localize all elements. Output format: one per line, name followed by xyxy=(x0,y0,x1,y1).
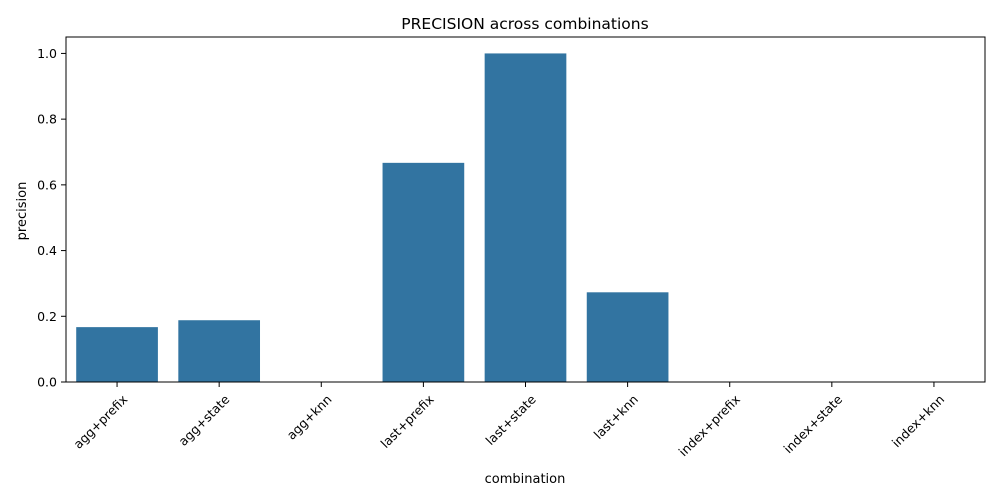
x-tick-label: last+prefix xyxy=(377,392,436,451)
y-tick-label: 1.0 xyxy=(37,46,57,61)
y-axis: 0.0 0.2 0.4 0.6 0.8 1.0 xyxy=(37,46,66,390)
y-tick-label: 0.8 xyxy=(37,112,57,127)
bar-last+state xyxy=(484,53,567,383)
x-tick-label: agg+knn xyxy=(284,392,335,443)
y-tick-label: 0.6 xyxy=(37,177,57,192)
x-tick-label: agg+prefix xyxy=(70,392,130,452)
x-tick-label: index+state xyxy=(781,391,846,456)
x-axis-title: combination xyxy=(485,472,566,487)
x-tick-label: last+state xyxy=(482,391,539,448)
x-tick-label: agg+state xyxy=(175,391,232,448)
chart-title: PRECISION across combinations xyxy=(401,15,648,33)
bar-last+knn xyxy=(586,292,669,382)
bar-agg+state xyxy=(178,320,261,382)
y-tick-label: 0.0 xyxy=(37,375,57,390)
plot-frame xyxy=(65,36,986,383)
bars-layer xyxy=(76,53,669,383)
y-axis-title: precision xyxy=(15,182,30,241)
y-tick-label: 0.4 xyxy=(37,243,57,258)
x-axis: agg+prefix agg+state agg+knn last+prefix las… xyxy=(70,382,947,459)
y-tick-label: 0.2 xyxy=(37,309,57,324)
x-tick-label: index+prefix xyxy=(676,392,743,459)
bar-last+prefix xyxy=(382,162,465,382)
x-tick-label: last+knn xyxy=(591,392,641,442)
bar-agg+prefix xyxy=(76,327,158,382)
x-tick-label: index+knn xyxy=(889,392,948,451)
